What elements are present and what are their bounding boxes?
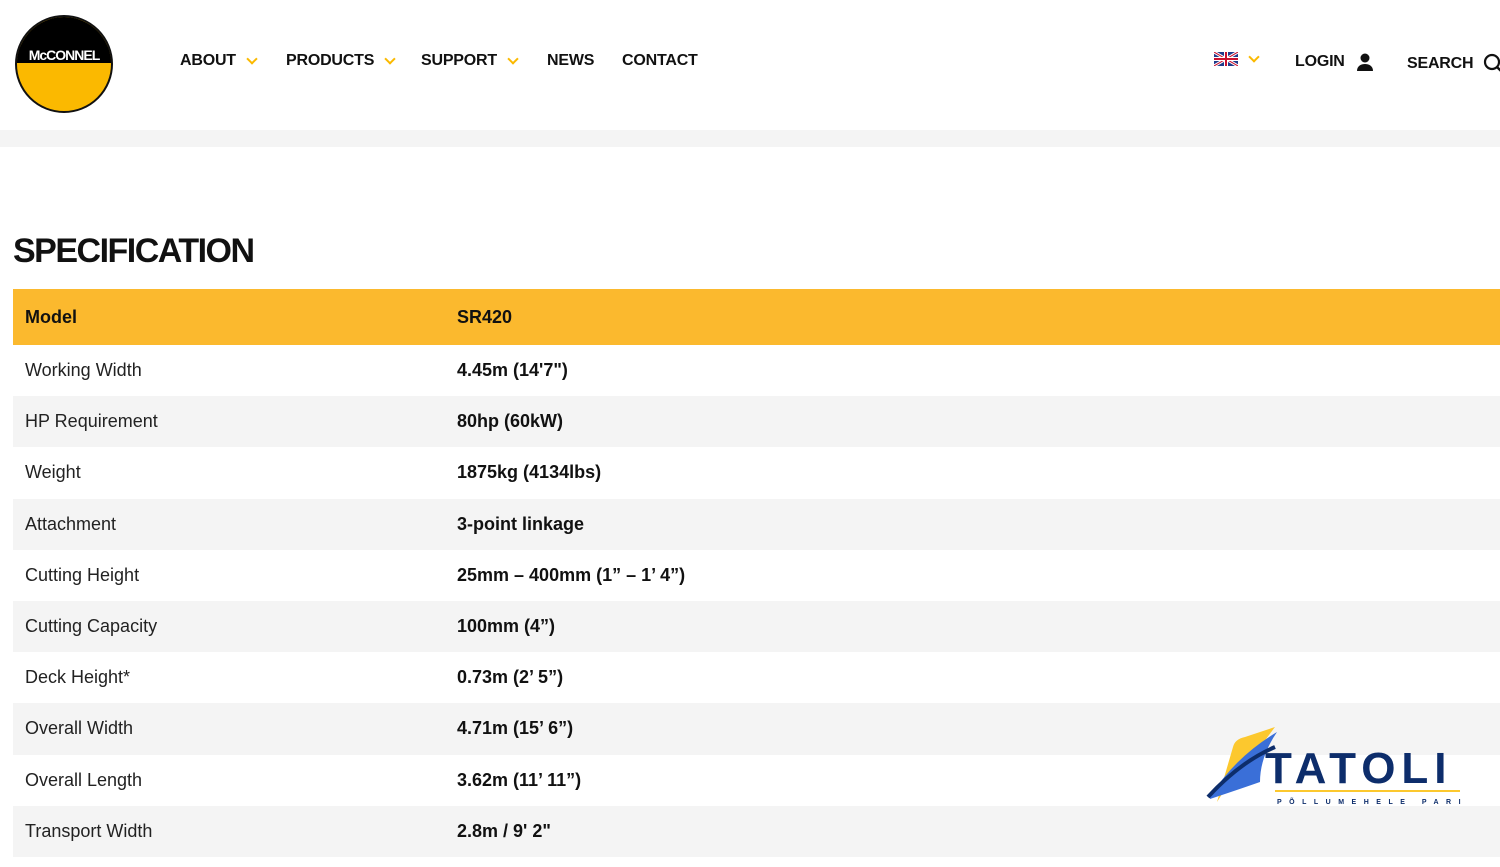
tatoli-logo-icon: TATOLI PÕLLUMEHELE PARIM	[1206, 727, 1474, 806]
table-row: HP Requirement 80hp (60kW)	[13, 396, 1500, 448]
spec-value: 0.73m (2’ 5”)	[457, 667, 564, 688]
spec-value: 1875kg (4134lbs)	[457, 462, 602, 483]
tatoli-watermark-logo: TATOLI PÕLLUMEHELE PARIM	[1205, 727, 1474, 812]
spec-label: Working Width	[25, 360, 142, 381]
spec-value: 3.62m (11’ 11”)	[457, 769, 582, 790]
spec-label: Overall Length	[25, 769, 143, 790]
login-button[interactable]: LOGIN	[1295, 52, 1375, 72]
language-selector[interactable]	[1214, 50, 1260, 66]
svg-text:PÕLLUMEHELE PARIM: PÕLLUMEHELE PARIM	[1277, 797, 1465, 806]
spec-label: Transport Width	[25, 820, 153, 841]
spec-label: Weight	[25, 462, 81, 483]
table-row: Working Width 4.45m (14'7")	[13, 345, 1500, 396]
table-row: Cutting Capacity 100mm (4”)	[13, 600, 1500, 653]
table-row: Attachment 3-point linkage	[13, 498, 1500, 550]
nav-products[interactable]: PRODUCTS	[286, 52, 396, 70]
header-cell-label: Model	[25, 306, 77, 327]
site-header: McCONNEL ABOUT PRODUCTS SUPPORT NEWS CON…	[0, 0, 1500, 130]
spec-label: Cutting Height	[25, 564, 140, 585]
spec-label: Cutting Capacity	[25, 616, 158, 637]
chevron-down-icon	[246, 52, 258, 65]
spec-value: 3-point linkage	[457, 513, 585, 534]
table-row: Transport Width 2.8m / 9' 2"	[13, 805, 1500, 857]
spec-value: 4.45m (14'7")	[457, 360, 568, 381]
table-row: Cutting Height 25mm – 400mm (1” – 1’ 4”)	[13, 550, 1500, 601]
search-button[interactable]: SEARCH	[1407, 52, 1500, 76]
uk-flag-icon	[1214, 52, 1238, 66]
header-cell-value: SR420	[457, 306, 513, 327]
spec-value: 100mm (4”)	[457, 616, 556, 637]
spec-label: Attachment	[25, 513, 117, 534]
search-icon	[1484, 53, 1500, 72]
mcconnel-logo[interactable]: McCONNEL	[15, 15, 113, 113]
spec-value: 4.71m (15’ 6”)	[457, 718, 574, 739]
svg-text:TATOLI: TATOLI	[1265, 744, 1453, 793]
chevron-down-icon	[1248, 50, 1260, 63]
spec-label: Deck Height*	[25, 667, 131, 688]
page-title: SPECIFICATION	[13, 232, 255, 270]
table-header-row: Model SR420	[13, 289, 1500, 345]
specification-table: Model SR420 Working Width 4.45m (14'7") HP…	[13, 289, 1500, 857]
header-divider	[0, 130, 1500, 147]
nav-news[interactable]: NEWS	[547, 52, 595, 69]
table-row: Deck Height* 0.73m (2’ 5”)	[13, 652, 1500, 703]
nav-contact[interactable]: CONTACT	[622, 52, 698, 69]
table-row: Overall Length 3.62m (11’ 11”)	[13, 755, 1500, 806]
nav-support[interactable]: SUPPORT	[421, 52, 519, 70]
nav-about[interactable]: ABOUT	[180, 52, 258, 70]
spec-label: Overall Width	[25, 718, 134, 739]
spec-value: 2.8m / 9' 2"	[457, 820, 551, 841]
chevron-down-icon	[507, 52, 519, 65]
spec-label: HP Requirement	[25, 411, 158, 432]
spec-value: 25mm – 400mm (1” – 1’ 4”)	[457, 564, 686, 585]
spec-value: 80hp (60kW)	[457, 411, 564, 432]
chevron-down-icon	[384, 52, 396, 65]
table-row: Weight 1875kg (4134lbs)	[13, 447, 1500, 498]
user-icon	[1356, 53, 1373, 71]
